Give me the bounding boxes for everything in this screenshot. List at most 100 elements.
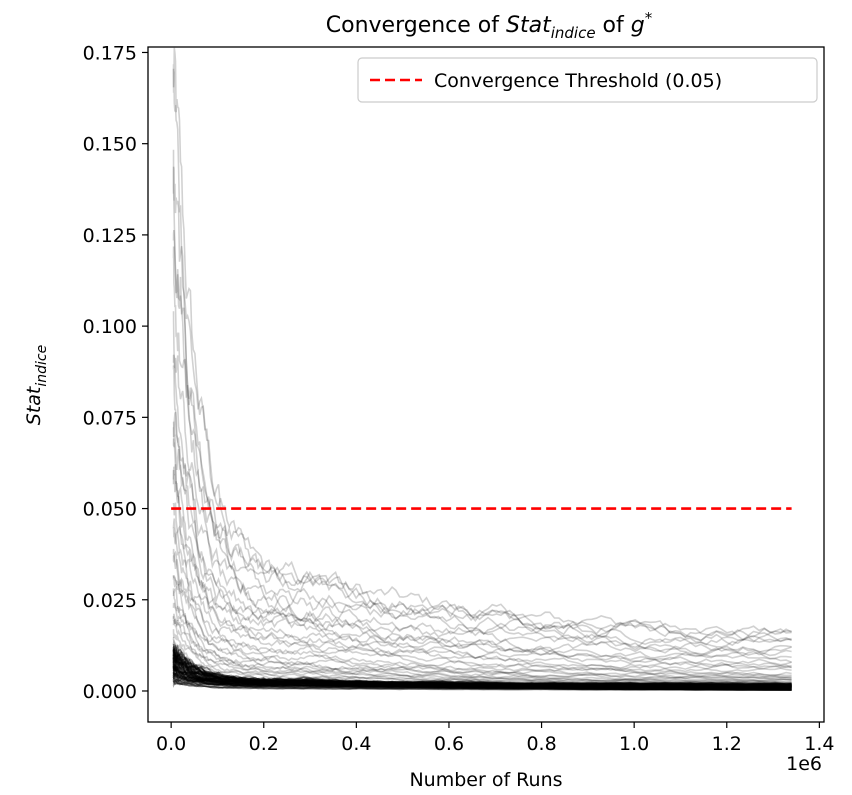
- run-line: [172, 663, 792, 686]
- run-line: [172, 464, 792, 669]
- run-line: [172, 649, 792, 688]
- x-axis: 0.0 0.2 0.4 0.6 0.8 1.0 1.2 1.4: [156, 722, 834, 755]
- run-line: [172, 648, 792, 688]
- run-line: [172, 585, 792, 682]
- run-line: [172, 672, 792, 690]
- y-tick-label: 0.175: [83, 42, 137, 64]
- run-line: [172, 653, 792, 689]
- run-line: [172, 678, 792, 689]
- run-line: [172, 656, 792, 686]
- title-g-superscript: *: [645, 9, 653, 27]
- run-line: [172, 502, 792, 670]
- y-label-symbol: Stat: [23, 385, 45, 425]
- run-line: [172, 246, 792, 649]
- run-line: [172, 666, 792, 689]
- run-line: [172, 613, 792, 684]
- run-line: [172, 674, 792, 689]
- run-line: [172, 653, 792, 691]
- run-line: [172, 518, 792, 677]
- legend-threshold-label: Convergence Threshold (0.05): [434, 70, 722, 92]
- run-line: [172, 671, 792, 688]
- run-line: [172, 663, 792, 689]
- run-line: [172, 672, 792, 689]
- run-line: [172, 664, 792, 688]
- run-line: [172, 672, 792, 687]
- y-tick-label: 0.000: [83, 681, 137, 703]
- run-line: [172, 643, 792, 690]
- run-line: [172, 681, 792, 688]
- run-line: [172, 667, 792, 688]
- run-line: [172, 639, 792, 687]
- run-line: [172, 662, 792, 690]
- run-line: [172, 656, 792, 691]
- run-line: [172, 675, 792, 687]
- run-line: [172, 674, 792, 687]
- run-line: [172, 588, 792, 681]
- run-line: [172, 662, 792, 690]
- run-line: [172, 667, 792, 687]
- run-line: [172, 660, 792, 691]
- run-line: [172, 664, 792, 691]
- run-line: [172, 469, 792, 669]
- run-line: [172, 653, 792, 687]
- run-line: [172, 680, 792, 691]
- run-line: [172, 665, 792, 689]
- y-tick-label: 0.050: [83, 499, 137, 521]
- run-lines: [172, 47, 792, 691]
- run-line: [172, 679, 792, 689]
- title-prefix: Convergence of: [326, 13, 506, 38]
- run-line: [172, 667, 792, 687]
- x-tick-label: 1.4: [804, 733, 834, 755]
- run-line: [172, 647, 792, 688]
- run-line: [172, 646, 792, 690]
- y-tick-label: 0.075: [83, 407, 137, 429]
- x-tick-label: 0.2: [249, 733, 279, 755]
- title-middle: of: [596, 13, 631, 38]
- legend-box: [357, 57, 818, 103]
- run-line: [172, 629, 792, 686]
- run-line: [172, 674, 792, 687]
- plot-frame: [147, 46, 825, 723]
- title-stat-symbol: Stat: [506, 13, 552, 38]
- run-line: [172, 657, 792, 691]
- y-tick-label: 0.100: [83, 316, 137, 338]
- y-label-subscript: indice: [34, 345, 50, 387]
- x-axis-offset-label: 1e6: [786, 753, 822, 775]
- run-line: [172, 674, 792, 689]
- run-line: [172, 680, 792, 690]
- chart-title: Convergence of Statindice of g*: [326, 9, 653, 42]
- run-line: [172, 575, 792, 680]
- run-line: [172, 649, 792, 687]
- x-axis-label: Number of Runs: [409, 769, 562, 791]
- run-line: [172, 660, 792, 690]
- run-line: [172, 659, 792, 687]
- run-line: [172, 616, 792, 684]
- run-line: [172, 649, 792, 691]
- run-line: [172, 149, 792, 638]
- run-line: [172, 666, 792, 689]
- run-line: [172, 666, 792, 687]
- run-line: [172, 649, 792, 689]
- run-line: [172, 602, 792, 683]
- run-line: [172, 653, 792, 691]
- run-line: [172, 650, 792, 691]
- run-line: [172, 438, 792, 666]
- run-line: [172, 647, 792, 689]
- run-line: [172, 656, 792, 687]
- run-line: [172, 643, 792, 686]
- run-line: [172, 657, 792, 687]
- run-line: [172, 618, 792, 684]
- run-line: [172, 550, 792, 680]
- run-line: [172, 354, 792, 657]
- run-line: [172, 655, 792, 688]
- x-tick-label: 1.0: [619, 733, 649, 755]
- run-line: [172, 68, 792, 643]
- title-g-symbol: g: [631, 13, 645, 38]
- run-line: [172, 648, 792, 687]
- run-line: [172, 668, 792, 688]
- x-tick-label: 0.8: [526, 733, 556, 755]
- run-line: [172, 548, 792, 677]
- run-line: [172, 644, 792, 691]
- run-line: [172, 650, 792, 687]
